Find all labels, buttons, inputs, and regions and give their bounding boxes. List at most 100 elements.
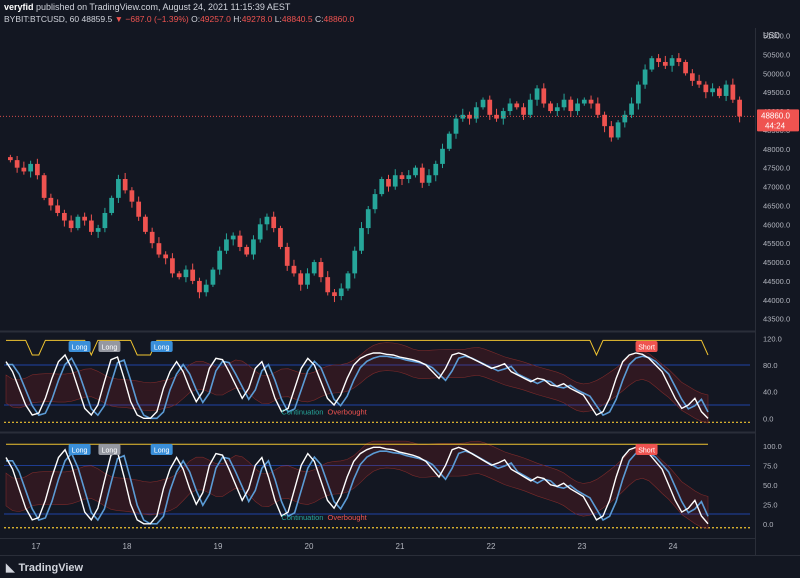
candle-body xyxy=(136,201,142,217)
candle-body xyxy=(595,103,601,115)
candle-body xyxy=(8,157,13,161)
osc-tick-label: 25.0 xyxy=(763,500,778,509)
candle-body xyxy=(116,179,121,198)
candle-body xyxy=(143,216,148,232)
osc-envelope xyxy=(5,440,709,529)
candle-body xyxy=(62,212,67,221)
candle-body xyxy=(210,269,216,285)
candle-body xyxy=(203,284,209,293)
price-tick-label: 50000.0 xyxy=(763,69,790,78)
candle-body xyxy=(102,212,108,229)
candle-body xyxy=(568,99,574,112)
osc-main-line xyxy=(5,352,709,420)
candle-body xyxy=(642,69,648,85)
candle-body xyxy=(122,179,128,191)
candle-body xyxy=(298,273,304,285)
candle-body xyxy=(689,73,695,81)
osc-tick-label: 100.0 xyxy=(763,442,782,451)
candle-body xyxy=(318,262,324,278)
candle-body xyxy=(588,99,594,104)
price-tick-label: 44500.0 xyxy=(763,277,790,286)
price-tick-label: 48000.0 xyxy=(763,145,790,154)
candle-body xyxy=(575,103,580,112)
price-tick-label: 43500.0 xyxy=(763,315,790,324)
candle-body xyxy=(95,228,101,232)
candle-body xyxy=(55,205,60,213)
candle-body xyxy=(716,88,722,96)
candle-body xyxy=(453,118,459,134)
signal-label: Short xyxy=(638,345,655,352)
osc-tick-label: 80.0 xyxy=(763,361,778,370)
candle-body xyxy=(406,175,412,179)
price-tick-label: 45000.0 xyxy=(763,258,790,267)
currency-label: USD xyxy=(763,31,780,40)
signal-label: Long xyxy=(154,448,170,455)
time-tick-label: 24 xyxy=(669,542,678,551)
candles-group xyxy=(8,53,742,303)
candle-body xyxy=(224,239,229,251)
candle-body xyxy=(156,243,162,255)
candle-body xyxy=(696,80,702,85)
osc-tick-label: 75.0 xyxy=(763,461,778,470)
candle-body xyxy=(190,269,196,281)
candle-body xyxy=(217,250,223,270)
candle-body xyxy=(669,58,675,66)
price-tick-label: 45500.0 xyxy=(763,239,790,248)
tradingview-logo[interactable]: ◣ TradingView xyxy=(6,561,83,574)
signal-label: Short xyxy=(638,448,655,455)
signal-badge xyxy=(635,444,658,455)
candle-body xyxy=(163,254,169,259)
candle-body xyxy=(467,114,472,119)
candle-body xyxy=(548,103,553,112)
candle-body xyxy=(629,103,634,115)
candle-body xyxy=(75,216,81,229)
candle-body xyxy=(433,163,439,176)
candle-body xyxy=(170,258,175,274)
price-tick-label: 51000.0 xyxy=(763,32,790,41)
last-price-tag: 48860.0 xyxy=(761,111,790,120)
price-tick-label: 47500.0 xyxy=(763,164,790,173)
time-tick-label: 20 xyxy=(305,542,314,551)
close-value: 48860.0 xyxy=(323,14,355,24)
candle-body xyxy=(710,88,715,93)
candle-body xyxy=(703,84,709,93)
publish-line: veryfid published on TradingView.com, Au… xyxy=(4,2,290,12)
candle-body xyxy=(662,61,668,66)
low-label: L: xyxy=(274,14,282,24)
osc-tick-label: 0.0 xyxy=(763,520,773,529)
symbol-label[interactable]: BYBIT:BTCUSD, 60 xyxy=(4,14,80,24)
candle-body xyxy=(48,197,54,206)
signal-badge xyxy=(150,341,173,352)
candle-body xyxy=(251,239,256,255)
time-tick-label: 22 xyxy=(487,542,496,551)
candle-body xyxy=(737,99,742,117)
candle-body xyxy=(237,235,243,247)
osc-envelope xyxy=(5,342,709,424)
countdown-tag: 44:24 xyxy=(765,121,786,130)
candle-body xyxy=(284,246,290,266)
time-tick-label: 18 xyxy=(123,542,132,551)
last-price: 48859.5 xyxy=(81,14,113,24)
candle-body xyxy=(730,84,736,100)
candle-body xyxy=(257,224,263,240)
candle-body xyxy=(176,273,182,278)
candle-body xyxy=(89,220,94,232)
signal-badge xyxy=(68,341,91,352)
candle-body xyxy=(35,163,40,176)
candle-body xyxy=(622,114,628,123)
candle-body xyxy=(615,122,621,138)
author-name[interactable]: veryfid xyxy=(4,2,34,12)
close-label: C: xyxy=(315,14,324,24)
candle-body xyxy=(487,99,493,115)
candle-body xyxy=(413,167,418,176)
candle-body xyxy=(338,288,344,297)
down-arrow-icon: ▼ xyxy=(114,14,124,24)
candle-body xyxy=(399,175,405,179)
candle-body xyxy=(244,246,250,255)
candle-body xyxy=(264,216,270,225)
osc-signal-line xyxy=(6,355,709,420)
price-tick-label: 46000.0 xyxy=(763,220,790,229)
time-tick-label: 23 xyxy=(578,542,587,551)
